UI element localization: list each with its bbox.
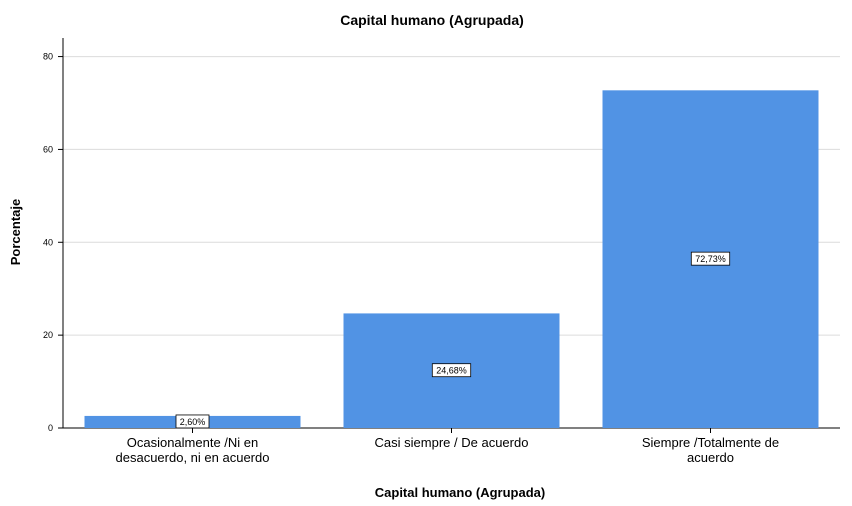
x-axis-title: Capital humano (Agrupada) [375, 485, 545, 500]
x-tick-label: Siempre /Totalmente de [642, 435, 779, 450]
data-label-box [690, 251, 731, 266]
data-label: 72,73% [695, 254, 726, 264]
data-label: 24,68% [436, 366, 467, 376]
chart-title: Capital humano (Agrupada) [340, 12, 524, 28]
y-axis-title: Porcentaje [8, 199, 23, 265]
data-label-box [175, 414, 210, 429]
y-tick-label: 20 [43, 330, 53, 340]
x-tick-label: acuerdo [687, 450, 734, 465]
y-tick-label: 40 [43, 237, 53, 247]
y-tick-label: 60 [43, 144, 53, 154]
data-label: 2,60% [180, 417, 206, 427]
x-tick-label: Casi siempre / De acuerdo [375, 435, 529, 450]
y-tick-label: 80 [43, 52, 53, 62]
x-tick-label: desacuerdo, ni en acuerdo [116, 450, 270, 465]
data-labels: 2,60% 24,68% 72,73% [175, 251, 731, 429]
data-label-box [431, 363, 472, 378]
x-tick-label: Ocasionalmente /Ni en [127, 435, 259, 450]
y-tick-label: 0 [48, 423, 53, 433]
